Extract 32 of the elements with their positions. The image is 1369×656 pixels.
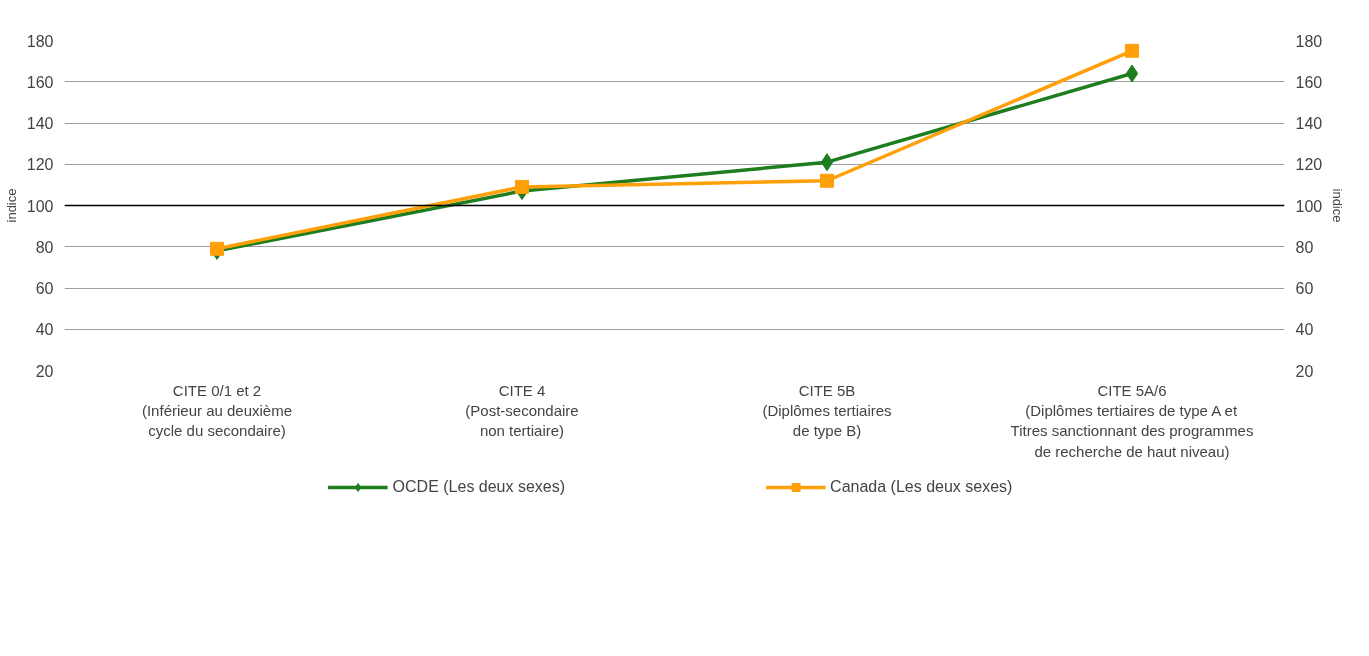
point	[1125, 64, 1139, 83]
y-tick-label: 80	[35, 238, 54, 256]
point	[820, 153, 834, 172]
x-tick-label: CITE 0/1 et 2 (Inférieur au deuxième cycle du secondaire)	[141, 381, 293, 440]
y2-tick-label: 20	[1295, 362, 1314, 380]
y2-tick-label: 60	[1295, 280, 1314, 297]
point	[515, 179, 529, 194]
x-tick-label: CITE 5A/6 (Diplômes tertiaires de type A et Titres sanctionnant des programmes de recherche de haut niveau)	[1010, 381, 1254, 460]
y-tick-label: 180	[26, 32, 54, 50]
x-tick-label: CITE 4 (Post-secondaire non tertiaire)	[465, 381, 579, 440]
y-tick-label: 20	[35, 362, 54, 380]
y2-tick-label: 40	[1295, 321, 1314, 339]
y2-tick-label: 140	[1295, 115, 1323, 132]
y-tick-label: 120	[26, 156, 54, 174]
legend-label: Canada (Les deux sexes)	[830, 478, 1013, 496]
y2-tick-label: 120	[1295, 156, 1323, 174]
y-tick-label: 100	[26, 197, 54, 215]
point	[210, 241, 224, 256]
point	[820, 173, 834, 188]
y-tick-label: 40	[35, 321, 54, 339]
y-tick-label: 160	[26, 73, 54, 91]
y-axis-title: indice	[3, 188, 19, 223]
y-tick-label: 140	[26, 115, 54, 132]
point	[1125, 43, 1139, 58]
y2-axis-title: indice	[1330, 188, 1346, 223]
y-tick-label: 60	[35, 280, 54, 297]
y2-tick-label: 180	[1295, 32, 1323, 50]
y2-tick-label: 160	[1295, 73, 1323, 91]
y2-tick-label: 100	[1295, 197, 1323, 215]
legend-label: OCDE (Les deux sexes)	[392, 478, 566, 496]
y2-tick-label: 80	[1295, 238, 1314, 256]
x-tick-label: CITE 5B (Diplômes tertiaires de type B)	[762, 381, 892, 440]
